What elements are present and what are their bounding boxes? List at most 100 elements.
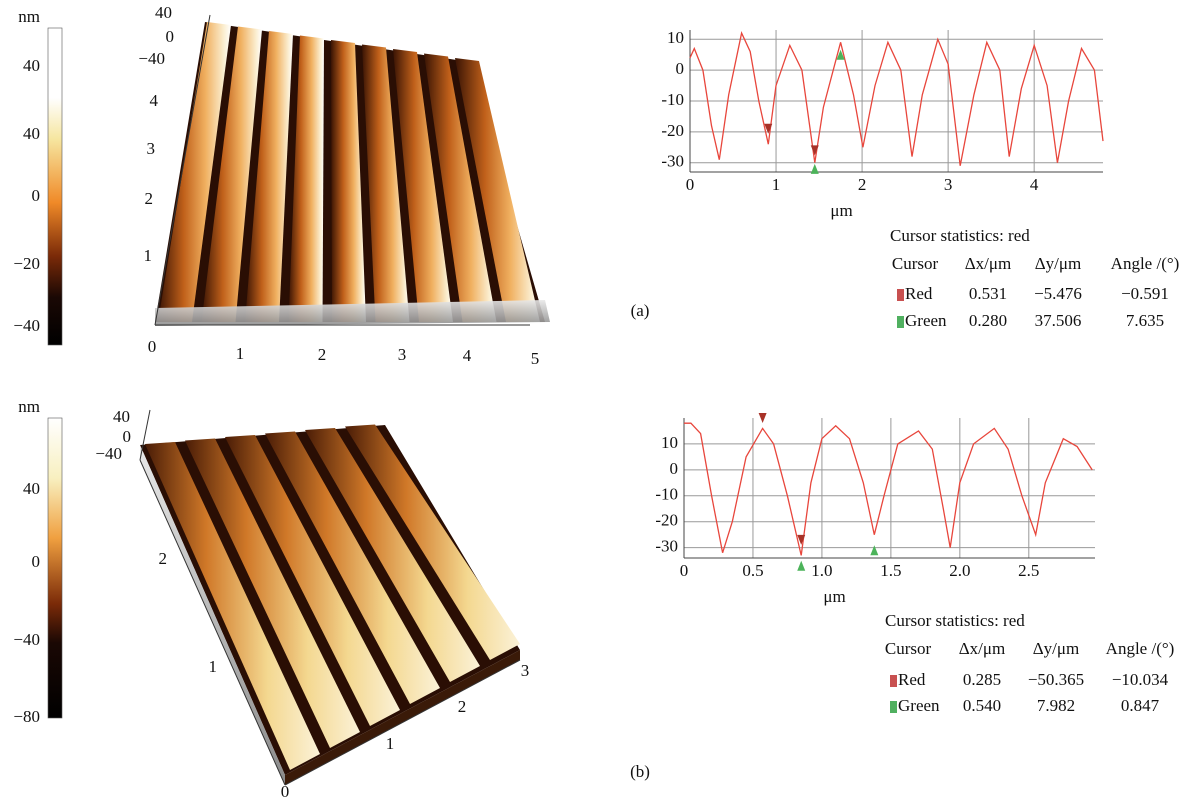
x-tick-label: 0 — [680, 561, 689, 580]
ridge — [225, 435, 400, 726]
stats-title: Cursor statistics: red — [885, 611, 1025, 630]
surface-axis-label: 1 — [144, 246, 153, 265]
ridge — [424, 53, 497, 322]
surface-axis-label: 0 — [123, 427, 132, 446]
y-tick-label: -10 — [655, 485, 678, 504]
cursor-swatch — [897, 316, 904, 328]
panel-label: (a) — [631, 301, 650, 320]
colorbar-unit: nm — [18, 7, 40, 26]
ridge — [345, 424, 520, 660]
surface-axis-label: 40 — [155, 3, 172, 22]
axis-line — [154, 14, 211, 326]
stats-cell: 37.506 — [1035, 311, 1082, 330]
x-tick-label: 0.5 — [742, 561, 763, 580]
x-axis-label: μm — [823, 587, 845, 606]
ridge — [245, 31, 293, 322]
surface-axis-label: 2 — [159, 549, 168, 568]
stats-cell: Green — [905, 311, 947, 330]
ridge — [362, 44, 410, 322]
colorbar-label: −40 — [13, 630, 40, 649]
surface-a — [154, 14, 550, 326]
stats-cell: 7.635 — [1126, 311, 1164, 330]
cursor-marker — [836, 49, 845, 60]
surface-axis-label: 40 — [113, 407, 130, 426]
cursor-marker — [797, 560, 806, 571]
stats-cell: 0.540 — [963, 696, 1001, 715]
stats-cell: −5.476 — [1034, 284, 1082, 303]
surface-axis-label: 0 — [148, 337, 157, 356]
stats-cell: 0.531 — [969, 284, 1007, 303]
surface-axis-label: 4 — [463, 346, 472, 365]
surface-axis-label: 4 — [150, 91, 159, 110]
ridge — [288, 35, 324, 322]
colorbar — [47, 27, 63, 346]
cursor-marker — [870, 545, 879, 556]
cursor-swatch — [897, 289, 904, 301]
surface-axis-label: 1 — [209, 657, 218, 676]
x-tick-label: 1 — [772, 175, 781, 194]
axis-line — [139, 459, 286, 786]
surface-axis-label: 2 — [458, 697, 467, 716]
y-tick-label: 0 — [676, 59, 685, 78]
x-tick-label: 2 — [858, 175, 867, 194]
axis-line — [284, 659, 521, 786]
stats-cell: −0.591 — [1121, 284, 1169, 303]
colorbar-unit: nm — [18, 397, 40, 416]
y-tick-label: -10 — [661, 90, 684, 109]
ridge — [265, 431, 440, 704]
colorbar-label: −80 — [13, 707, 40, 726]
x-tick-label: 3 — [944, 175, 953, 194]
cursor-swatch — [890, 675, 897, 687]
colorbar-label: 40 — [23, 56, 40, 75]
y-tick-label: 10 — [667, 28, 684, 47]
stats-header: Δx/μm — [965, 254, 1012, 273]
stats-header: Cursor — [892, 254, 939, 273]
surface-front — [155, 300, 550, 326]
surface-axis-label: 2 — [145, 189, 154, 208]
ridge — [393, 49, 453, 322]
panel-label: (b) — [630, 762, 650, 781]
stats-title: Cursor statistics: red — [890, 226, 1030, 245]
stats-cell: 7.982 — [1037, 696, 1075, 715]
surface-axis-label: 3 — [147, 139, 156, 158]
x-axis-label: μm — [830, 201, 852, 220]
cursor-marker — [810, 145, 819, 156]
surface-axis-label: −40 — [138, 49, 165, 68]
stats-header: Cursor — [885, 639, 932, 658]
cursor-marker — [797, 534, 806, 545]
stats-cell: Red — [905, 284, 933, 303]
x-tick-label: 0 — [686, 175, 695, 194]
surface-axis-label: 1 — [386, 734, 395, 753]
stats-header: Δy/μm — [1033, 639, 1080, 658]
surface-side — [140, 445, 285, 785]
ridge — [331, 40, 366, 322]
ridge — [158, 22, 231, 322]
stats-cell: −10.034 — [1112, 670, 1169, 689]
surface-axis-label: 3 — [398, 345, 407, 364]
colorbar — [47, 417, 63, 719]
y-tick-label: 0 — [670, 459, 679, 478]
surface-b — [139, 409, 521, 786]
stats-cell: 0.847 — [1121, 696, 1160, 715]
surface-axis-label: 3 — [521, 661, 530, 680]
line — [684, 422, 1093, 556]
ridge — [455, 58, 540, 322]
colorbar-label: −20 — [13, 254, 40, 273]
stats-cell: 0.280 — [969, 311, 1007, 330]
y-tick-label: -20 — [655, 511, 678, 530]
surface-axis-label: 0 — [166, 27, 175, 46]
surface-axis-label: 5 — [531, 349, 540, 368]
colorbar-label: 0 — [32, 186, 41, 205]
stats-header: Δx/μm — [959, 639, 1006, 658]
y-tick-label: -30 — [655, 537, 678, 556]
colorbar-label: 40 — [23, 479, 40, 498]
x-tick-label: 4 — [1030, 175, 1039, 194]
colorbar-label: −40 — [13, 316, 40, 335]
stats-cell: Red — [898, 670, 926, 689]
x-tick-label: 2.5 — [1018, 561, 1039, 580]
ridge — [145, 442, 320, 770]
ridge — [201, 26, 262, 322]
surface-axis-label: 1 — [236, 344, 245, 363]
line — [689, 31, 1104, 166]
